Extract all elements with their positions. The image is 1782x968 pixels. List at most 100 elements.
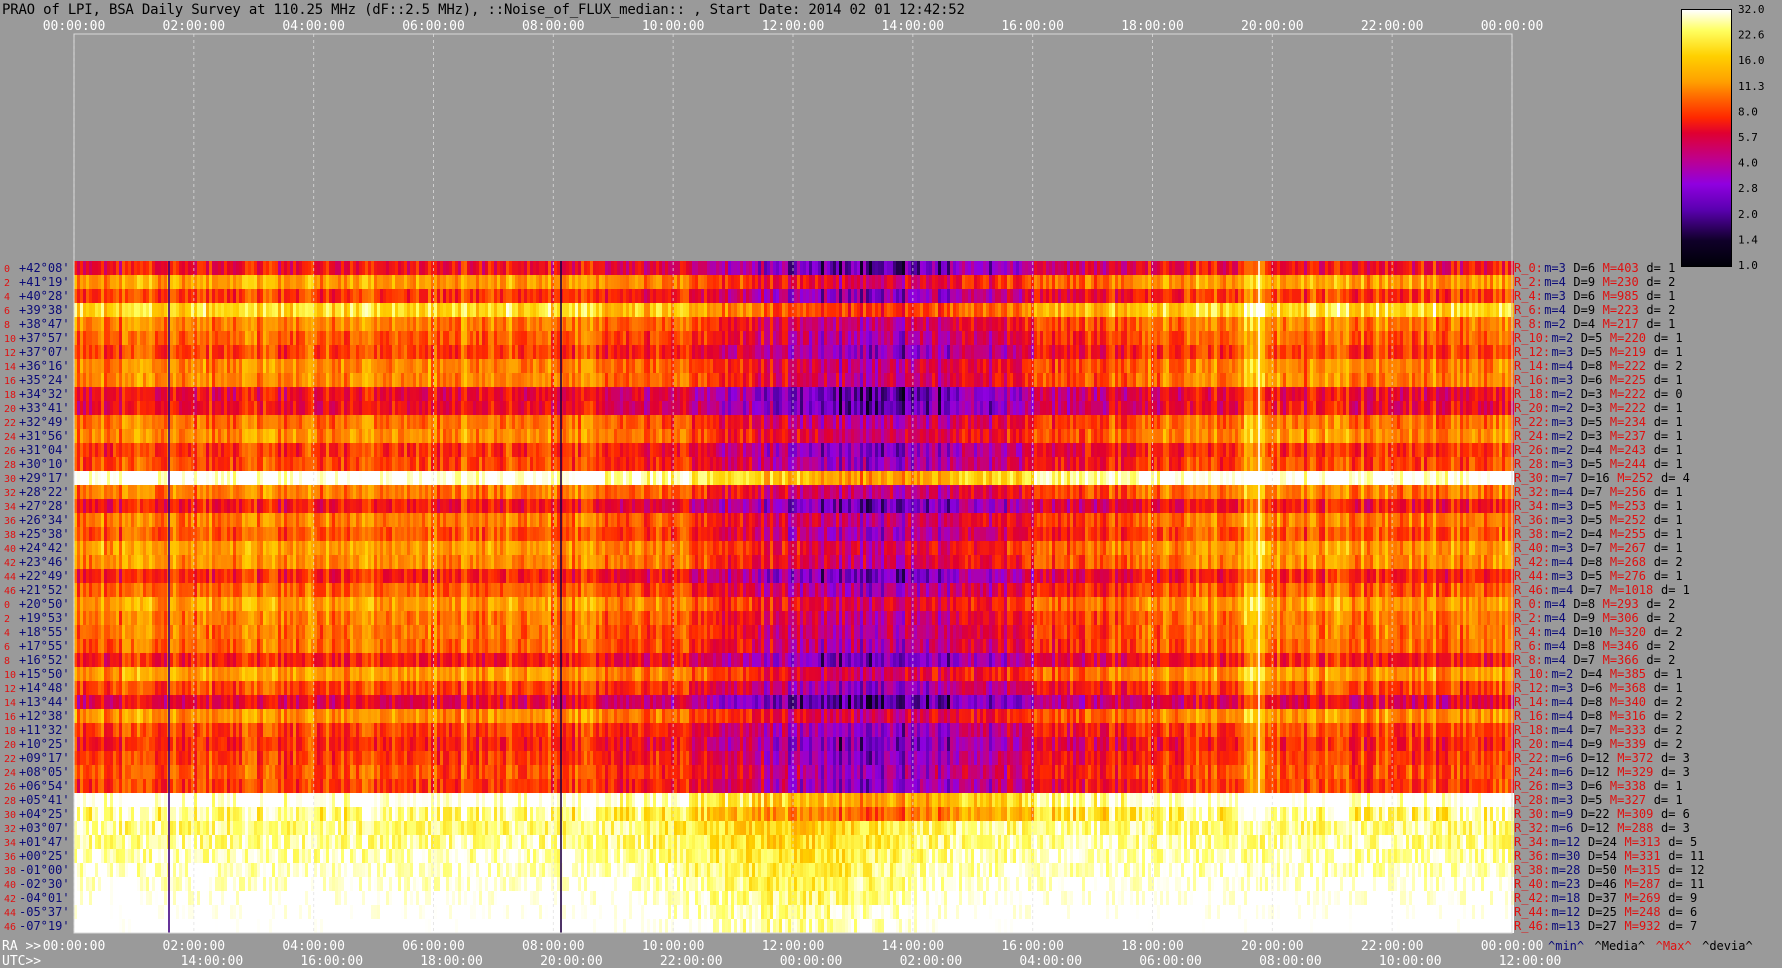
heatmap-cell xyxy=(269,485,272,499)
heatmap-cell xyxy=(86,471,89,485)
heatmap-cell xyxy=(146,891,149,905)
heatmap-cell xyxy=(299,737,302,751)
heatmap-cell xyxy=(164,597,167,611)
heatmap-cell xyxy=(272,919,275,933)
heatmap-cell xyxy=(350,877,353,891)
heatmap-cell xyxy=(263,345,266,359)
heatmap-cell xyxy=(89,527,92,541)
heatmap-cell xyxy=(116,289,119,303)
heatmap-cell xyxy=(74,919,77,933)
heatmap-cell xyxy=(161,387,164,401)
heatmap-cell xyxy=(251,261,254,275)
heatmap-cell xyxy=(296,821,299,835)
heatmap-cell xyxy=(254,597,257,611)
heatmap-cell xyxy=(380,499,383,513)
heatmap-cell xyxy=(218,751,221,765)
heatmap-cell xyxy=(263,709,266,723)
heatmap-cell xyxy=(98,261,101,275)
heatmap-cell xyxy=(380,639,383,653)
heatmap-cell xyxy=(263,597,266,611)
heatmap-cell xyxy=(134,611,137,625)
heatmap-cell xyxy=(224,667,227,681)
heatmap-cell xyxy=(314,443,317,457)
heatmap-cell xyxy=(134,555,137,569)
heatmap-cell xyxy=(317,821,320,835)
heatmap-cell xyxy=(149,639,152,653)
heatmap-cell xyxy=(134,303,137,317)
heatmap-cell xyxy=(275,625,278,639)
heatmap-cell xyxy=(158,457,161,471)
heatmap-cell xyxy=(233,611,236,625)
heatmap-cell xyxy=(368,443,371,457)
heatmap-cell xyxy=(194,919,197,933)
heatmap-cell xyxy=(155,793,158,807)
heatmap-cell xyxy=(131,345,134,359)
heatmap-cell xyxy=(146,555,149,569)
heatmap-cell xyxy=(356,499,359,513)
heatmap-cell xyxy=(203,667,206,681)
heatmap-cell xyxy=(350,471,353,485)
heatmap-cell xyxy=(239,877,242,891)
heatmap-cell xyxy=(188,443,191,457)
heatmap-cell xyxy=(170,695,173,709)
heatmap-cell xyxy=(272,695,275,709)
heatmap-cell xyxy=(89,821,92,835)
heatmap-cell xyxy=(236,471,239,485)
heatmap-cell xyxy=(257,709,260,723)
heatmap-cell xyxy=(365,877,368,891)
heatmap-cell xyxy=(230,779,233,793)
heatmap-cell xyxy=(308,905,311,919)
heatmap-cell xyxy=(305,765,308,779)
heatmap-cell xyxy=(221,317,224,331)
heatmap-cell xyxy=(89,639,92,653)
heatmap-cell xyxy=(326,891,329,905)
heatmap-cell xyxy=(317,583,320,597)
heatmap-cell xyxy=(305,499,308,513)
heatmap-cell xyxy=(374,891,377,905)
heatmap-cell xyxy=(365,625,368,639)
heatmap-cell xyxy=(287,639,290,653)
heatmap-cell xyxy=(227,793,230,807)
heatmap-cell xyxy=(251,499,254,513)
heatmap-cell xyxy=(140,737,143,751)
heatmap-cell xyxy=(140,373,143,387)
heatmap-cell xyxy=(290,457,293,471)
heatmap-cell xyxy=(356,387,359,401)
heatmap-cell xyxy=(371,849,374,863)
heatmap-cell xyxy=(209,485,212,499)
heatmap-cell xyxy=(116,359,119,373)
heatmap-cell xyxy=(113,905,116,919)
heatmap-cell xyxy=(341,387,344,401)
heatmap-cell xyxy=(101,681,104,695)
heatmap-cell xyxy=(107,765,110,779)
heatmap-cell xyxy=(365,891,368,905)
heatmap-cell xyxy=(164,415,167,429)
heatmap-cell xyxy=(74,625,77,639)
heatmap-cell xyxy=(281,443,284,457)
heatmap-cell xyxy=(347,541,350,555)
heatmap-cell xyxy=(275,261,278,275)
heatmap-cell xyxy=(236,835,239,849)
heatmap-cell xyxy=(83,555,86,569)
heatmap-cell xyxy=(329,527,332,541)
heatmap-cell xyxy=(311,863,314,877)
heatmap-cell xyxy=(332,905,335,919)
heatmap-cell xyxy=(95,443,98,457)
heatmap-cell xyxy=(344,793,347,807)
heatmap-cell xyxy=(164,681,167,695)
heatmap-cell xyxy=(257,779,260,793)
heatmap-cell xyxy=(350,387,353,401)
heatmap-cell xyxy=(89,597,92,611)
heatmap-cell xyxy=(203,695,206,709)
heatmap-cell xyxy=(281,849,284,863)
heatmap-cell xyxy=(296,443,299,457)
heatmap-cell xyxy=(332,765,335,779)
heatmap-cell xyxy=(359,541,362,555)
heatmap-cell xyxy=(272,527,275,541)
heatmap-cell xyxy=(362,373,365,387)
heatmap-cell xyxy=(320,555,323,569)
heatmap-cell xyxy=(335,849,338,863)
heatmap-cell xyxy=(329,695,332,709)
heatmap-cell xyxy=(212,317,215,331)
heatmap-cell xyxy=(266,471,269,485)
